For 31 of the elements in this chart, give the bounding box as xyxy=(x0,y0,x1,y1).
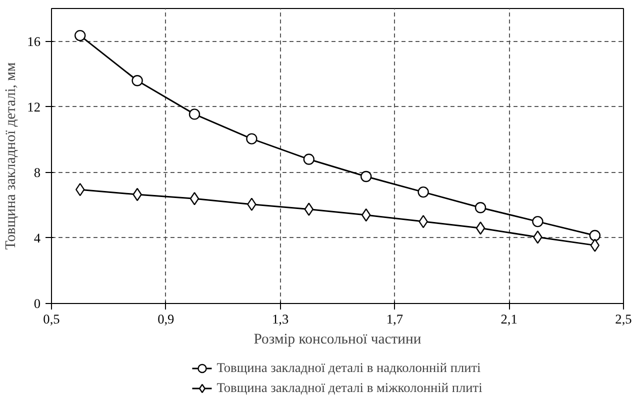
x-tick-label: 0,5 xyxy=(43,312,60,326)
y-axis-title: Товщина закладної деталі, мм xyxy=(3,62,20,250)
point xyxy=(132,75,143,86)
point xyxy=(418,186,429,198)
x-tick-label: 0,9 xyxy=(158,312,175,326)
point xyxy=(590,238,600,252)
point xyxy=(74,30,86,42)
point xyxy=(474,202,486,214)
point xyxy=(532,216,544,228)
x-tick-label: 2,5 xyxy=(615,312,632,326)
point xyxy=(247,198,256,211)
x-axis-title: Розмір консольної частини xyxy=(254,332,422,348)
point xyxy=(190,192,200,206)
point xyxy=(303,154,314,165)
y-tick-label: 12 xyxy=(27,99,40,114)
legend-label: Товщина закладної деталі в міжколонній плиті xyxy=(216,380,482,396)
y-tick-label: 0 xyxy=(34,296,41,311)
y-tick-label: 16 xyxy=(27,34,41,49)
y-tick-label: 8 xyxy=(34,164,41,180)
point xyxy=(360,170,372,182)
point xyxy=(476,222,486,235)
legend-label: Товщина закладної деталі в надколонній плиті xyxy=(216,360,481,376)
point xyxy=(589,230,600,242)
point xyxy=(188,108,200,120)
y-tick-label: 4 xyxy=(34,230,41,246)
point xyxy=(304,202,314,216)
point xyxy=(246,133,258,144)
x-tick-label: 2,1 xyxy=(500,312,518,326)
x-tick-label: 1,3 xyxy=(272,312,289,326)
x-tick-label: 1,7 xyxy=(386,312,404,326)
point xyxy=(533,230,542,244)
